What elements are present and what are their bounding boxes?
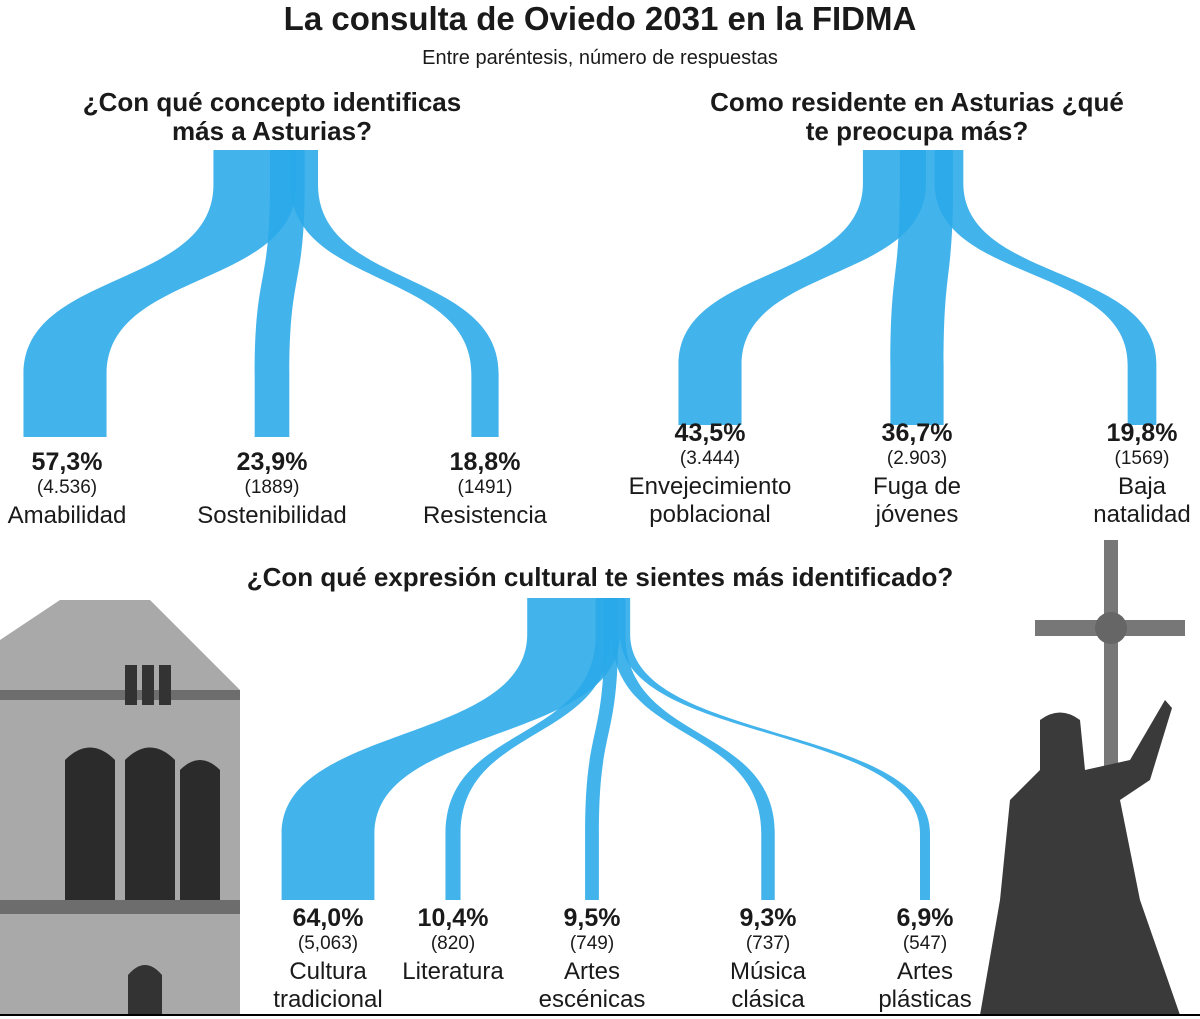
category-label: tradicional	[273, 986, 382, 1013]
count-label: (547)	[903, 933, 947, 954]
church-illustration	[0, 600, 240, 1015]
count-label: (4.536)	[37, 477, 97, 498]
count-label: (1889)	[245, 477, 300, 498]
flow-band	[934, 150, 1157, 425]
category-label: Literatura	[402, 958, 504, 985]
value-label: 64,0%	[293, 904, 364, 932]
count-label: (737)	[746, 933, 790, 954]
flow-band	[890, 150, 954, 425]
value-label: 18,8%	[450, 448, 521, 476]
category-label: Cultura	[289, 958, 367, 985]
category-label: Artes	[564, 958, 620, 985]
category-label: poblacional	[649, 501, 770, 528]
flow-band	[254, 150, 305, 437]
category-label: jóvenes	[875, 501, 959, 528]
flow-band	[620, 598, 931, 900]
flow-band	[290, 150, 499, 437]
flow-band	[23, 150, 297, 437]
chart-title: Como residente en Asturias ¿qué te preoc…	[710, 87, 1124, 146]
count-label: (5,063)	[298, 933, 358, 954]
count-label: (1491)	[458, 477, 513, 498]
flow-band	[678, 150, 927, 425]
value-label: 9,5%	[564, 904, 621, 932]
category-label: Baja	[1118, 473, 1167, 500]
chart-title: ¿Con qué expresión cultural te sientes m…	[246, 562, 954, 592]
count-label: (1569)	[1115, 448, 1170, 469]
category-label: Fuga de	[873, 473, 961, 500]
value-label: 6,9%	[897, 904, 954, 932]
value-label: 10,4%	[418, 904, 489, 932]
category-label: Sostenibilidad	[197, 502, 346, 529]
category-label: clásica	[731, 986, 805, 1013]
value-label: 36,7%	[882, 419, 953, 447]
flow-band	[585, 598, 619, 900]
page-subtitle: Entre paréntesis, número de respuestas	[422, 47, 778, 69]
value-label: 9,3%	[740, 904, 797, 932]
count-label: (820)	[431, 933, 475, 954]
count-label: (749)	[570, 933, 614, 954]
category-label: Amabilidad	[8, 502, 127, 529]
statue-illustration	[980, 540, 1185, 1015]
value-label: 43,5%	[675, 419, 746, 447]
value-label: 23,9%	[237, 448, 308, 476]
count-label: (3.444)	[680, 448, 740, 469]
chart-title: ¿Con qué concepto identificas más a Astu…	[82, 87, 462, 146]
category-label: plásticas	[878, 986, 971, 1013]
count-label: (2.903)	[887, 448, 947, 469]
category-label: natalidad	[1093, 501, 1190, 528]
category-label: escénicas	[539, 986, 646, 1013]
value-label: 19,8%	[1107, 419, 1178, 447]
category-label: Artes	[897, 958, 953, 985]
category-label: Música	[730, 958, 807, 985]
flows	[23, 150, 1157, 900]
page-title: La consulta de Oviedo 2031 en la FIDMA	[284, 0, 917, 37]
category-label: Envejecimiento	[629, 473, 792, 500]
flow-band	[281, 598, 621, 900]
value-label: 57,3%	[32, 448, 103, 476]
category-label: Resistencia	[423, 502, 548, 529]
flow-band	[611, 598, 775, 900]
